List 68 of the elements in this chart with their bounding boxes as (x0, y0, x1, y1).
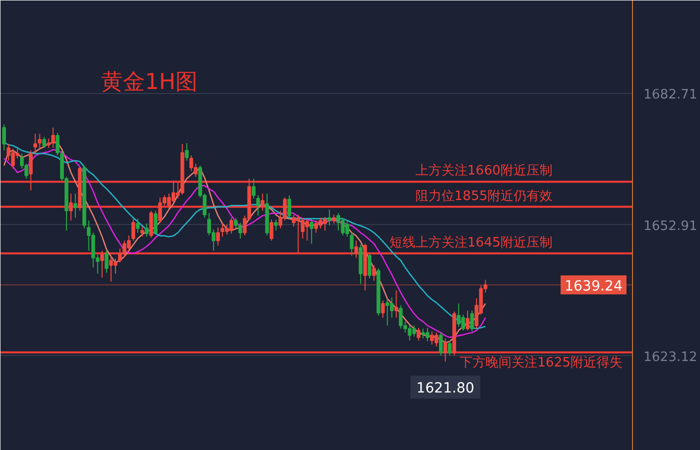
candlestick (238, 222, 242, 239)
candlestick (336, 212, 340, 232)
candlestick (385, 298, 390, 326)
candlestick (136, 218, 140, 234)
candlestick (448, 340, 452, 356)
candlestick (252, 178, 256, 199)
candlestick (416, 327, 420, 342)
candlestick (305, 218, 310, 242)
candlestick (144, 223, 149, 238)
text: 黄金1H图 (100, 70, 198, 95)
candlestick (69, 193, 73, 221)
candlestick (56, 132, 60, 156)
candlestick (456, 303, 461, 328)
candlestick (372, 264, 376, 282)
candlestick (216, 226, 220, 246)
ref-line-label: 短线上方关注1645附近压制 (389, 234, 553, 250)
ref-line-label: 1639.24 (564, 278, 623, 294)
candlestick (154, 210, 158, 236)
candlestick (394, 290, 398, 318)
candlestick (398, 304, 403, 330)
candlestick (300, 217, 305, 239)
candlestick (340, 217, 345, 236)
candlestick (296, 214, 300, 254)
candlestick (274, 219, 278, 232)
candlestick (412, 325, 416, 338)
candlestick (345, 220, 350, 238)
candlestick (28, 150, 33, 192)
y-tick-label: 1623.12 (644, 350, 698, 365)
ref-line-label: 下方晚间关注1625附近得失 (459, 354, 623, 370)
candlestick (33, 133, 38, 154)
candlestick (260, 193, 264, 212)
candlestick (189, 154, 194, 172)
candlestick (256, 194, 260, 216)
candlestick (140, 226, 144, 238)
candlestick (390, 296, 394, 318)
y-tick-label: 1682.71 (644, 88, 698, 103)
candlestick (287, 194, 292, 220)
candlestick (408, 325, 412, 342)
candlestick (443, 338, 448, 362)
candlestick (2, 124, 6, 151)
candlestick (126, 234, 131, 252)
candlestick (438, 332, 443, 356)
candlestick (229, 217, 234, 234)
annotation: 1621.80 (416, 380, 474, 397)
candlestick (38, 133, 42, 150)
candlestick (381, 300, 385, 318)
candlestick (310, 219, 314, 244)
candlestick (149, 210, 154, 238)
ref-line-label: 上方关注1660附近压制 (415, 162, 553, 179)
candlestick (470, 310, 474, 332)
candlestick (354, 240, 358, 258)
candlestick (42, 136, 46, 148)
candlestick (270, 219, 274, 242)
candlestick (328, 208, 332, 226)
candlestick (51, 127, 55, 148)
candlestick (466, 310, 470, 331)
candlestick (73, 193, 78, 218)
ref-line-label: 阻力位1855附近仍有效 (415, 188, 553, 204)
candlestick (368, 252, 372, 280)
candlestick (292, 214, 296, 228)
candlestick (184, 142, 189, 162)
candlestick (104, 250, 108, 274)
candlestick (46, 138, 51, 148)
candlestick (100, 250, 104, 278)
candlestick (131, 218, 136, 242)
candlestick (461, 314, 466, 331)
candlestick (350, 232, 354, 256)
y-tick-label: 1652.91 (644, 218, 698, 234)
